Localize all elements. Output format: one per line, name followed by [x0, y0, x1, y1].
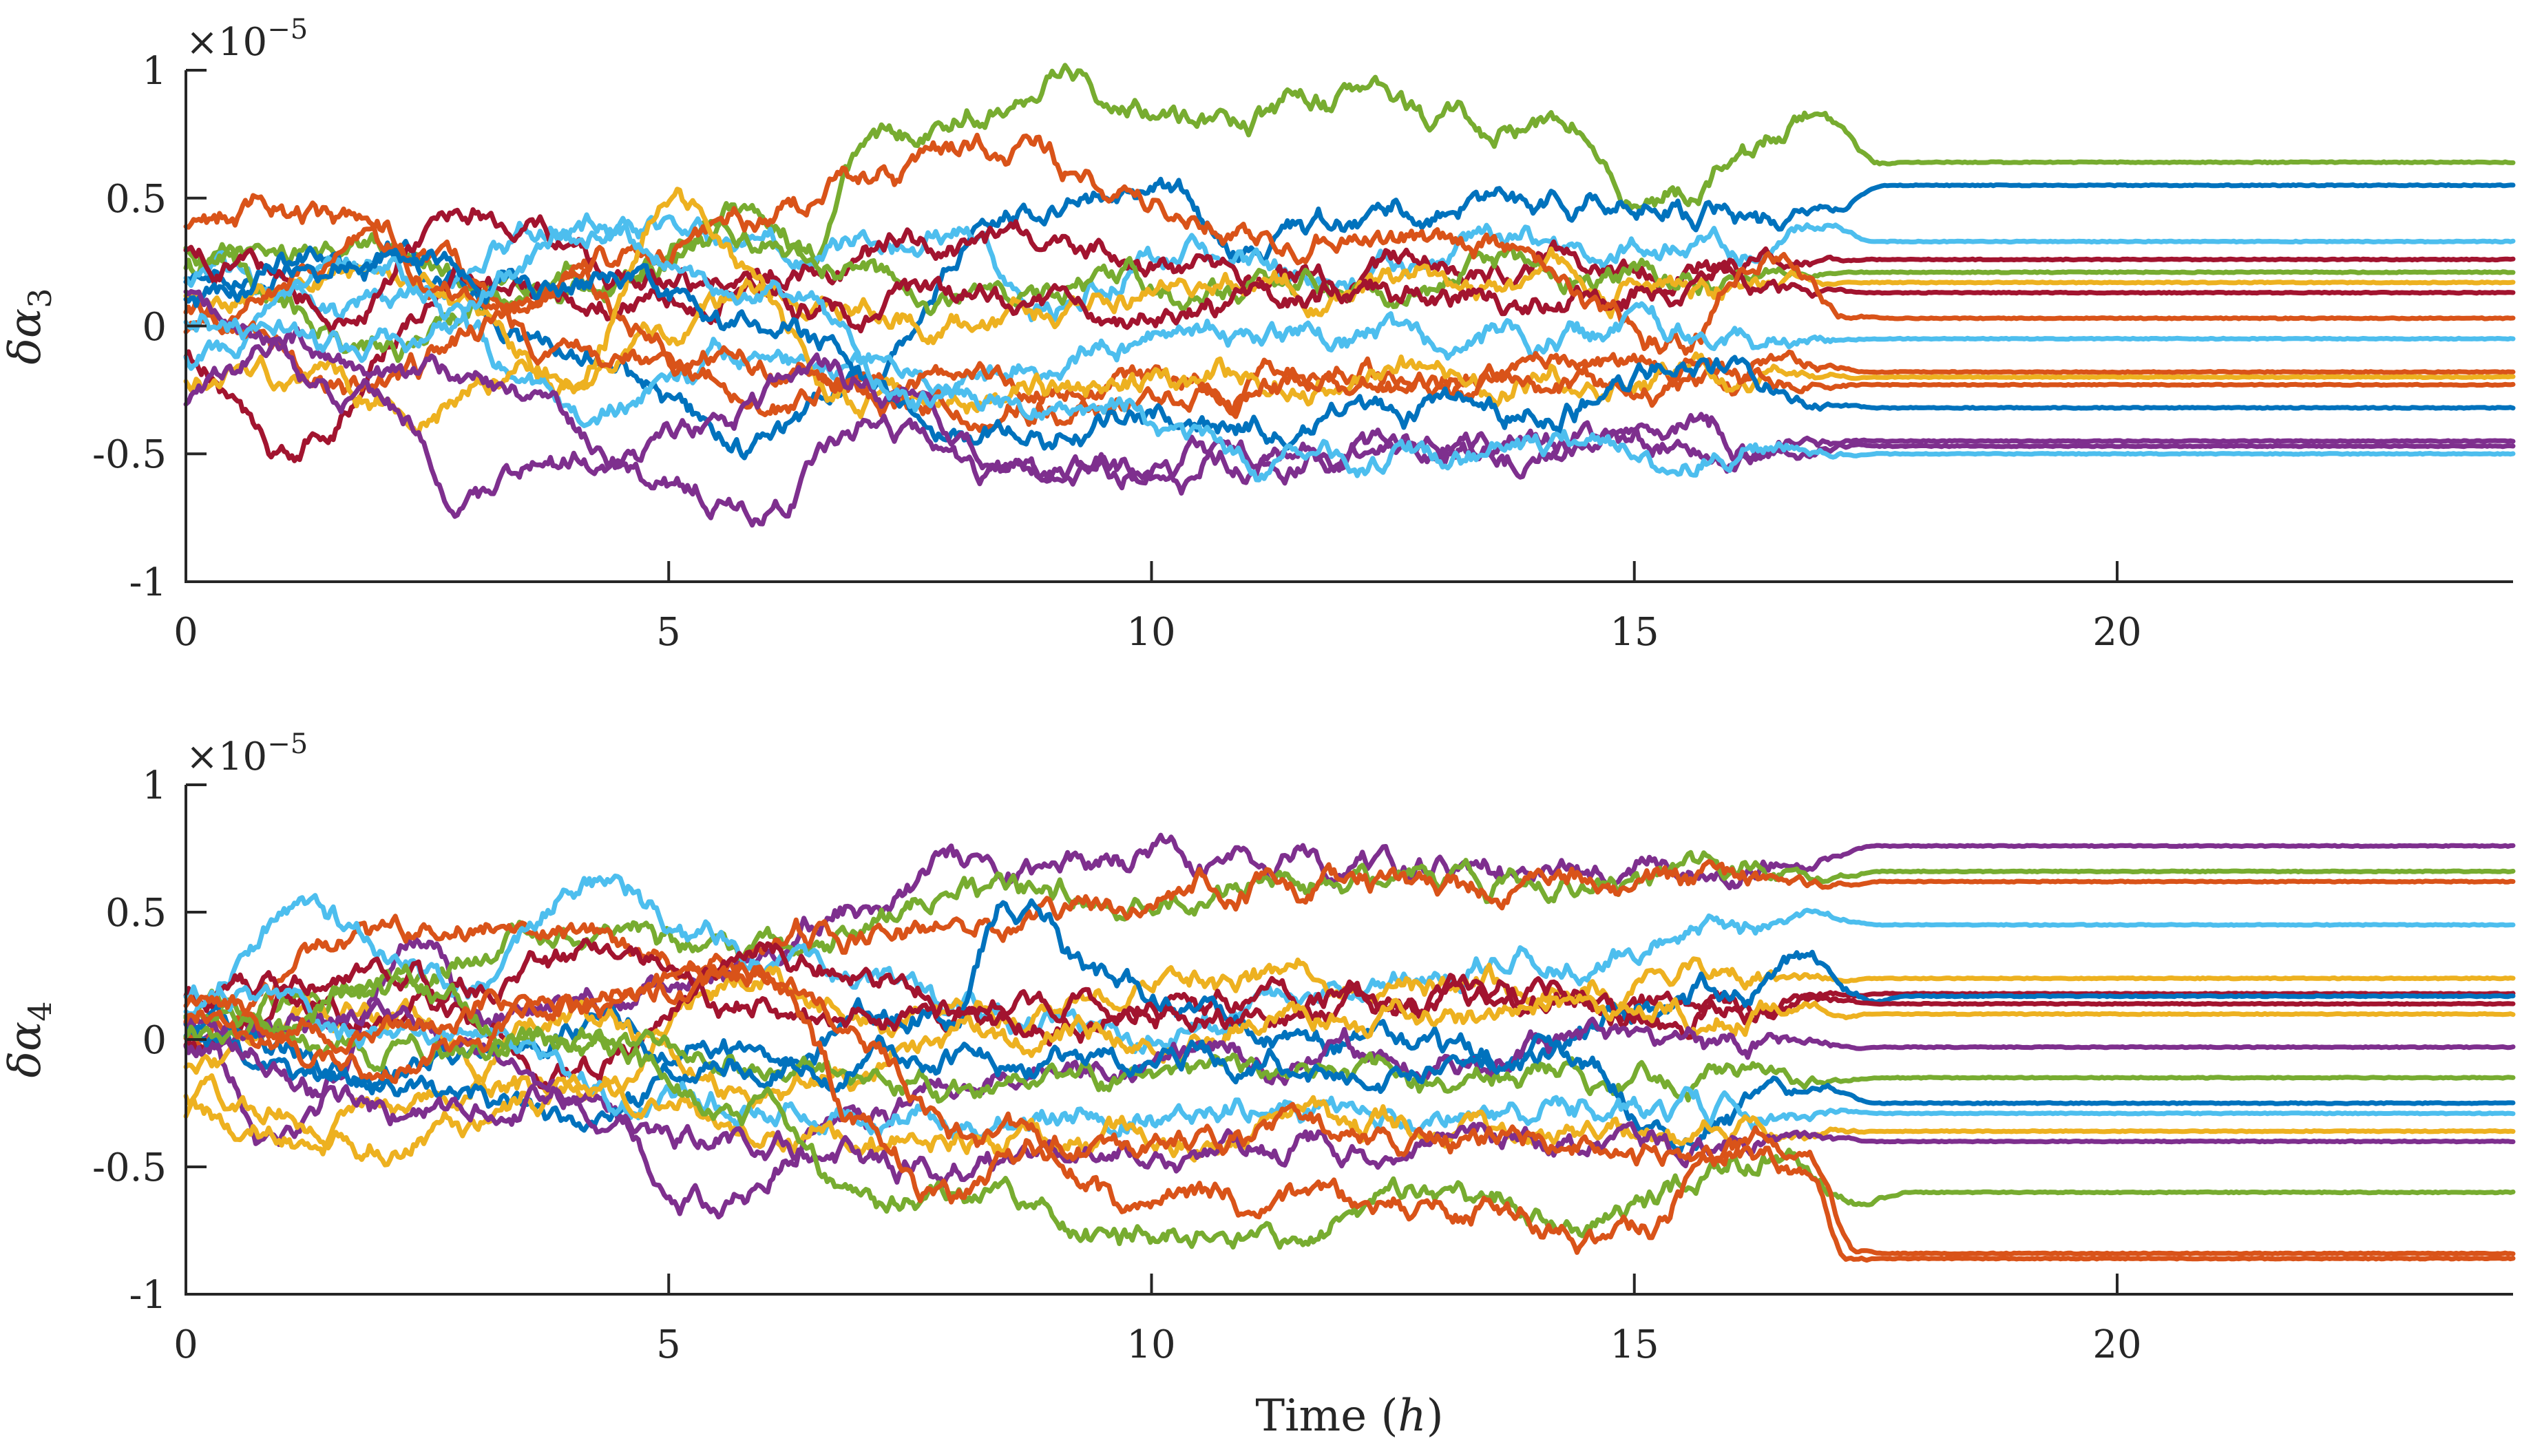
top-x-tick-label: 10 — [1126, 610, 1175, 655]
top-x-tick-label: 20 — [2092, 610, 2141, 655]
series-line-2 — [183, 176, 2516, 461]
top-x-tick-label: 15 — [1610, 610, 1659, 655]
bottom-y-tick-label: 0 — [142, 1018, 167, 1063]
bottom-x-tick-label: 0 — [174, 1322, 198, 1367]
top-y-tick-labels: -1 -0.5 0 0.5 1 — [92, 49, 167, 605]
series-line-16 — [183, 215, 2516, 483]
series-line-13 — [183, 247, 2516, 451]
series-line-4 — [183, 873, 2516, 1055]
series-line-15 — [183, 326, 2516, 528]
top-ticks — [185, 69, 2119, 583]
x-axis-label: Time (h) — [1255, 1391, 1443, 1442]
series-line-16 — [183, 963, 2516, 1250]
series-line-14 — [183, 1073, 2516, 1168]
bottom-series-lines — [183, 832, 2516, 1263]
bottom-ticks — [185, 783, 2119, 1296]
bottom-x-tick-label: 10 — [1126, 1322, 1175, 1367]
top-series-lines — [183, 63, 2516, 528]
top-y-tick-label: 0.5 — [105, 177, 167, 222]
top-panel: ×10−5 δα3 0 5 10 15 20 -1 -0.5 0 0.5 1 — [0, 14, 2516, 655]
series-line-12 — [183, 1024, 2516, 1154]
series-line-1 — [183, 832, 2516, 1148]
bottom-panel: ×10−5 δα4 0 5 10 15 20 -1 -0.5 0 0.5 1 T… — [0, 728, 2516, 1442]
bottom-y-axis-label: δα4 — [0, 1001, 59, 1077]
series-line-8 — [183, 132, 2516, 356]
series-line-7 — [183, 207, 2516, 334]
top-y-axis-label: δα3 — [0, 288, 59, 364]
series-line-2 — [183, 850, 2516, 1026]
top-x-tick-labels: 0 5 10 15 20 — [174, 610, 2141, 655]
bottom-x-tick-label: 20 — [2092, 1322, 2141, 1367]
top-x-tick-label: 5 — [656, 610, 681, 655]
bottom-y-tick-label: 1 — [142, 763, 167, 808]
series-line-15 — [183, 1015, 2516, 1188]
series-line-9 — [183, 255, 2516, 428]
top-y-tick-label: -0.5 — [92, 432, 167, 477]
bottom-y-tick-label: -0.5 — [92, 1146, 167, 1190]
top-y-tick-label: -1 — [129, 560, 167, 605]
series-line-6 — [183, 941, 2516, 1093]
series-line-12 — [183, 218, 2516, 433]
series-line-3 — [183, 858, 2516, 1053]
top-y-tick-label: 0 — [142, 305, 167, 350]
series-line-11 — [183, 187, 2516, 435]
top-x-tick-label: 0 — [174, 610, 198, 655]
series-line-8 — [183, 938, 2516, 1040]
series-line-18 — [183, 960, 2516, 1263]
top-exponent-label: ×10−5 — [186, 14, 308, 65]
bottom-y-tick-label: -1 — [129, 1273, 167, 1318]
bottom-y-tick-label: 0.5 — [105, 891, 167, 936]
bottom-x-tick-labels: 0 5 10 15 20 — [174, 1322, 2141, 1367]
bottom-x-tick-label: 5 — [656, 1322, 681, 1367]
bottom-exponent-label: ×10−5 — [186, 728, 308, 779]
series-line-10 — [183, 268, 2516, 419]
bottom-y-tick-labels: -1 -0.5 0 0.5 1 — [92, 763, 167, 1318]
top-y-tick-label: 1 — [142, 49, 167, 94]
bottom-x-tick-label: 15 — [1610, 1322, 1659, 1367]
